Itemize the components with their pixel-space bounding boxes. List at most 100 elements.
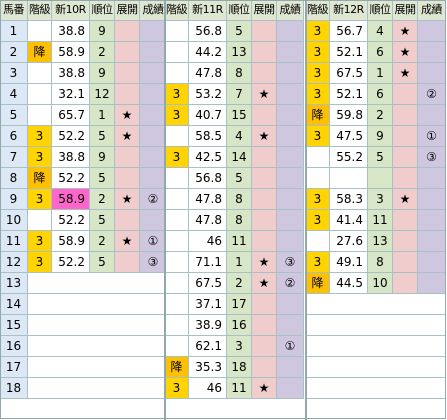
rank-cell: 3 <box>227 336 252 357</box>
development-cell <box>115 252 140 273</box>
class-cell <box>165 231 189 252</box>
result-cell <box>140 210 167 231</box>
development-cell <box>252 105 277 126</box>
class-cell <box>306 231 330 252</box>
header-score-2: 新11R <box>189 0 227 21</box>
rank-cell: 2 <box>227 273 252 294</box>
development-cell <box>252 21 277 42</box>
score-cell: 67.5 <box>330 63 368 84</box>
development-cell <box>252 63 277 84</box>
class-cell <box>28 84 52 105</box>
development-cell: ★ <box>115 231 140 252</box>
development-cell <box>252 42 277 63</box>
rank-cell: 4 <box>227 126 252 147</box>
rank-cell: 12 <box>90 84 115 105</box>
class-cell: 3 <box>306 252 330 273</box>
rank-cell: 1 <box>368 63 393 84</box>
empty-cell <box>28 315 167 336</box>
header-score-1: 新10R <box>52 0 90 21</box>
score-cell: 52.2 <box>52 126 90 147</box>
empty-cell <box>306 315 446 336</box>
development-cell <box>115 21 140 42</box>
score-cell: 46 <box>189 378 227 399</box>
result-cell <box>277 42 304 63</box>
result-cell <box>277 315 304 336</box>
header-res-2: 成績 <box>277 0 304 21</box>
class-cell: 3 <box>165 84 189 105</box>
result-cell <box>140 147 167 168</box>
horse-number: 9 <box>0 189 28 210</box>
header-cls-1: 階級 <box>28 0 52 21</box>
result-cell <box>277 168 304 189</box>
rank-cell: 14 <box>227 147 252 168</box>
header-cls-2: 階級 <box>165 0 189 21</box>
development-cell <box>393 147 418 168</box>
class-cell <box>165 294 189 315</box>
rank-cell: 1 <box>227 252 252 273</box>
result-cell: ③ <box>140 252 167 273</box>
result-cell <box>277 189 304 210</box>
development-cell <box>115 210 140 231</box>
class-cell <box>165 315 189 336</box>
class-cell <box>28 21 52 42</box>
score-cell: 58.9 <box>52 231 90 252</box>
development-cell <box>252 189 277 210</box>
result-cell <box>418 105 446 126</box>
class-cell: 3 <box>306 42 330 63</box>
score-cell: 49.1 <box>330 252 368 273</box>
rank-cell: 10 <box>368 273 393 294</box>
rank-cell: 15 <box>227 105 252 126</box>
score-cell: 52.2 <box>52 168 90 189</box>
score-cell: 47.8 <box>189 189 227 210</box>
score-cell: 52.2 <box>52 210 90 231</box>
result-cell <box>277 21 304 42</box>
result-cell <box>277 378 304 399</box>
score-cell: 32.1 <box>52 84 90 105</box>
horse-number: 13 <box>0 273 28 294</box>
development-cell <box>393 84 418 105</box>
development-cell <box>393 168 418 189</box>
rank-cell: 2 <box>90 231 115 252</box>
header-cls-3: 階級 <box>306 0 330 21</box>
score-cell: 46 <box>189 231 227 252</box>
development-cell <box>252 357 277 378</box>
result-cell: ① <box>418 126 446 147</box>
header-score-3: 新12R <box>330 0 368 21</box>
score-cell: 35.3 <box>189 357 227 378</box>
development-cell: ★ <box>393 63 418 84</box>
score-cell: 40.7 <box>189 105 227 126</box>
result-cell: ② <box>418 84 446 105</box>
result-cell <box>418 42 446 63</box>
development-cell: ★ <box>252 252 277 273</box>
header-rank-3: 順位 <box>368 0 393 21</box>
development-cell <box>393 273 418 294</box>
score-cell: 37.1 <box>189 294 227 315</box>
score-cell: 42.5 <box>189 147 227 168</box>
horse-number: 3 <box>0 63 28 84</box>
rank-cell: 8 <box>227 189 252 210</box>
score-cell: 52.1 <box>330 84 368 105</box>
block-separator <box>164 0 166 420</box>
development-cell: ★ <box>252 84 277 105</box>
rank-cell: 5 <box>90 168 115 189</box>
score-cell: 56.8 <box>189 168 227 189</box>
development-cell <box>115 63 140 84</box>
development-cell <box>393 252 418 273</box>
horse-number: 1 <box>0 21 28 42</box>
empty-cell <box>306 294 446 315</box>
rank-cell: 6 <box>368 84 393 105</box>
result-cell: ③ <box>277 252 304 273</box>
result-cell <box>418 168 446 189</box>
score-cell: 27.6 <box>330 231 368 252</box>
score-cell: 56.7 <box>330 21 368 42</box>
result-cell <box>140 168 167 189</box>
block-separator <box>305 0 307 420</box>
development-cell: ★ <box>115 105 140 126</box>
score-cell: 38.8 <box>52 147 90 168</box>
result-cell <box>418 273 446 294</box>
header-res-1: 成績 <box>140 0 167 21</box>
result-cell: ③ <box>418 147 446 168</box>
class-cell <box>165 168 189 189</box>
rank-cell: 2 <box>90 189 115 210</box>
development-cell <box>252 315 277 336</box>
